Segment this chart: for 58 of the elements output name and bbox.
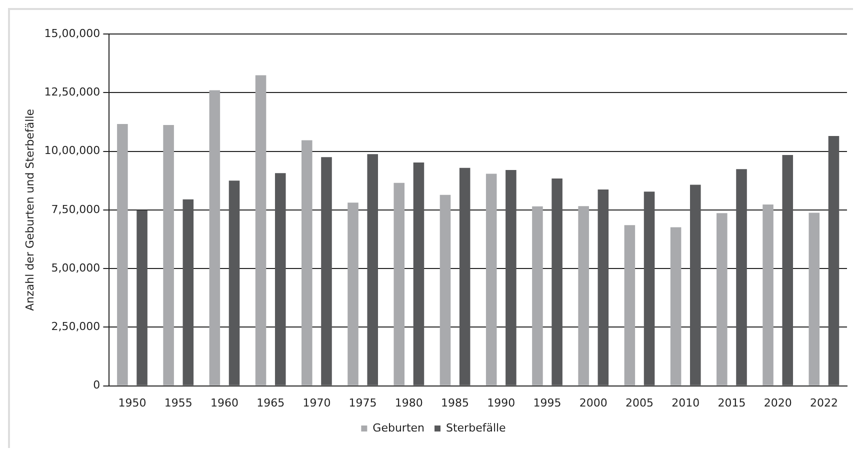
x-tick-label: 2005 [625,396,654,410]
y-tick-label: 10,00,000 [44,144,100,158]
x-tick-label: 1950 [118,396,146,410]
x-tick-label: 2015 [718,396,746,410]
bar [532,206,543,386]
x-tick-label: 1995 [533,396,562,410]
legend-label: Geburten [372,421,425,434]
bar [552,178,562,386]
x-tick-label: 2022 [810,396,838,410]
bar [644,192,655,386]
bar [506,170,516,386]
bar [440,194,451,386]
bar [690,184,701,386]
bar [367,154,378,386]
x-tick-label: 1990 [487,396,516,410]
bar [413,162,424,386]
x-tick-label: 1985 [441,396,470,410]
x-tick-label: 1955 [164,396,192,410]
y-axis-title: Anzahl der Geburten und Sterbefälle [23,108,36,311]
bar [828,136,840,386]
y-tick-label: 2,50,000 [51,320,100,334]
y-tick-label: 0 [93,378,100,392]
x-tick-label: 1970 [302,396,331,410]
bar [459,168,470,386]
bar [209,90,220,386]
bar [117,124,128,386]
legend-label: Sterbefälle [446,421,506,434]
x-tick-label: 1975 [348,396,377,410]
x-tick-label: 2000 [579,396,608,410]
y-tick-label: 12,50,000 [44,85,100,98]
bar [486,174,497,386]
bar [762,204,774,386]
bar [274,173,286,386]
bar [716,213,728,386]
bar [394,182,405,386]
bar [598,189,609,386]
bar [736,169,747,386]
x-tick-label: 2010 [672,396,700,410]
bar [321,157,332,386]
bar [136,210,148,386]
bar [182,199,194,386]
x-tick-label: 1965 [256,396,285,410]
bar [808,212,820,386]
y-tick-label: 5,00,000 [51,261,100,274]
bar [163,125,174,386]
x-tick-label: 1980 [394,396,423,410]
y-tick-label: 7,50,000 [51,202,100,216]
x-tick-label: 2020 [764,396,792,410]
bar [348,202,358,386]
bar [228,180,240,386]
bar [624,225,636,386]
bar [578,206,589,386]
bar [302,140,312,386]
bar [255,75,266,386]
y-tick-label: 15,00,000 [44,26,100,40]
x-tick-label: 1960 [210,396,238,410]
bar [782,155,794,386]
bar [670,227,682,386]
